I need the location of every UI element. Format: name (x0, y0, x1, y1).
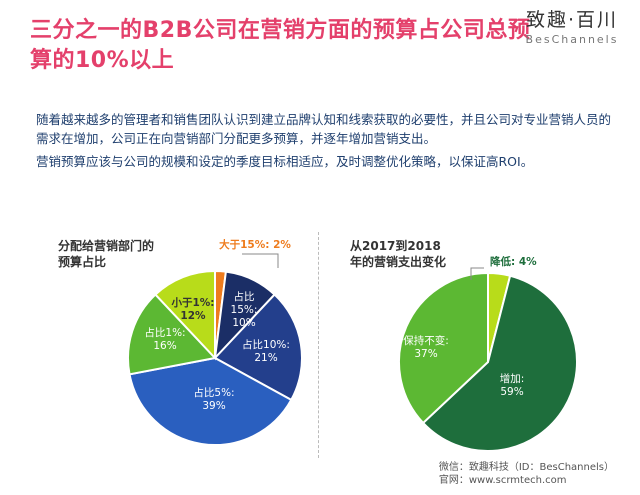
logo-english-text: BesChannels (525, 33, 619, 46)
footer-credit: 微信：致趣科技（ID：BesChannels） 官网：www.scrmtech.… (439, 461, 614, 487)
logo-chinese-text: 致趣·百川 (525, 9, 619, 31)
pie2-slice-2 (421, 274, 578, 452)
pie1-data-label-3: 占比10%: 21% (242, 338, 290, 364)
intro-paragraph-2: 营销预算应该与公司的规模和设定的季度目标相适应，及时调整优化策略，以保证高ROI… (36, 154, 534, 169)
pie1-slice-3 (213, 293, 303, 402)
pie1-data-label-5: 占比1%: 16% (144, 326, 185, 352)
intro-paragraph-1: 随着越来越多的管理者和销售团队认识到建立品牌认知和线索获取的必要性，并且公司对专… (36, 112, 612, 146)
chart-divider (318, 232, 319, 458)
pie2-data-label-2: 增加: 59% (500, 372, 525, 398)
pie1-data-label-6: 小于1%: 12% (170, 296, 214, 322)
pie2-data-label-3: 保持不变: 37% (403, 334, 449, 360)
pie1-slice-5 (127, 293, 217, 376)
pie1-slice-4 (128, 356, 293, 446)
page-title: 三分之一的B2B公司在营销方面的预算占公司总预算的10%以上 (30, 18, 531, 73)
spending-change-chart-title: 从2017到2018年的营销支出变化 (350, 239, 447, 269)
pie2-data-label-1: 降低: 4% (490, 255, 537, 268)
pie1-data-label-2: 占比 15%: 10% (231, 290, 258, 329)
footer-website: 官网：www.scrmtech.com (438, 475, 567, 486)
intro-text: 随着越来越多的管理者和销售团队认识到建立品牌认知和线索获取的必要性，并且公司对专… (36, 110, 611, 175)
brand-logo: 致趣·百川 BesChannels (514, 8, 630, 48)
pie2-leader-line-1 (470, 267, 484, 280)
pie1-leader-line-1 (242, 253, 279, 268)
pie1-slice-6 (154, 269, 216, 361)
pie1-data-label-4: 占比5%: 39% (193, 386, 234, 412)
pie2-slice-3 (398, 271, 489, 425)
footer-wechat: 微信：致趣科技（ID：BesChannels） (438, 462, 614, 473)
budget-share-chart-title: 分配给营销部门的预算占比 (58, 239, 155, 269)
pie1-data-label-1: 大于15%: 2% (219, 238, 291, 251)
